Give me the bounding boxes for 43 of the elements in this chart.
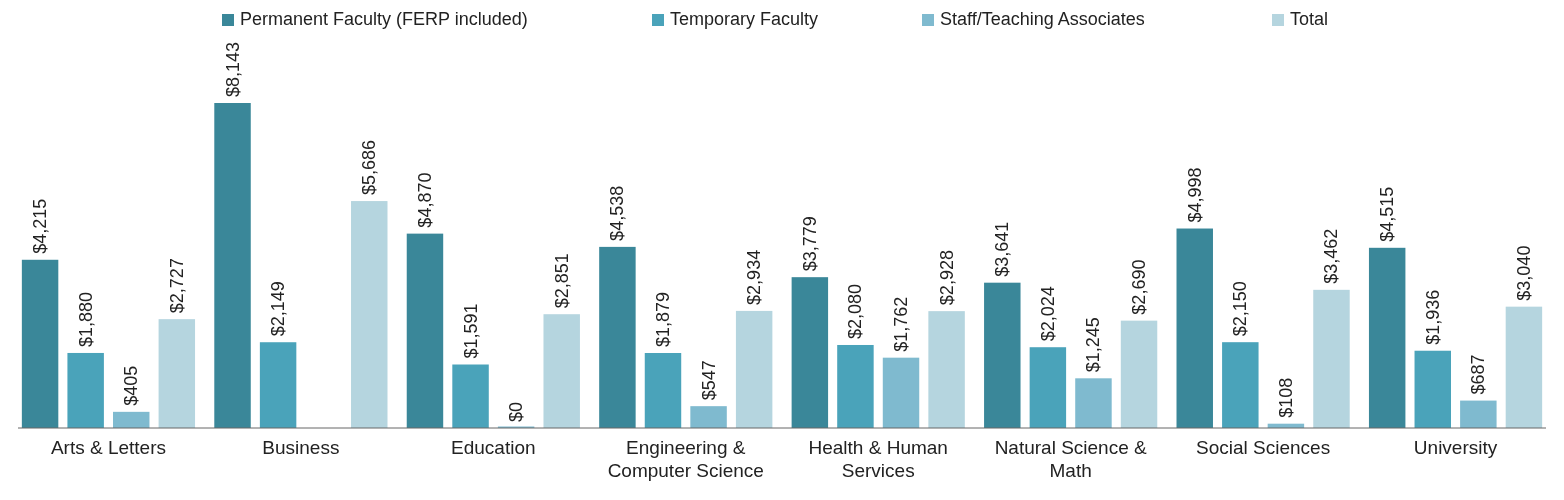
- legend-label: Temporary Faculty: [670, 9, 819, 29]
- data-label: $4,870: [414, 172, 435, 228]
- data-label: $2,024: [1037, 286, 1058, 342]
- legend-label: Staff/Teaching Associates: [940, 9, 1145, 29]
- data-label: $5,686: [359, 140, 380, 196]
- data-label: $1,880: [75, 291, 96, 347]
- data-label: $547: [698, 360, 719, 401]
- x-tick-label: Engineering & Computer Science: [607, 437, 764, 481]
- data-label: $0: [506, 401, 527, 422]
- data-label: $1,591: [460, 303, 481, 359]
- x-tick-label: Natural Science & Math: [994, 437, 1148, 481]
- data-label: $8,143: [222, 41, 243, 97]
- data-label: $2,690: [1129, 259, 1150, 315]
- data-label: $3,462: [1321, 228, 1342, 284]
- data-label: $405: [121, 365, 142, 406]
- x-tick-label: Arts & Letters: [50, 437, 166, 458]
- legend-label: Permanent Faculty (FERP included): [240, 9, 528, 29]
- data-label: $687: [1468, 354, 1489, 395]
- data-label: $4,538: [607, 185, 628, 241]
- data-label: $1,879: [652, 291, 673, 348]
- data-label: $3,779: [799, 216, 820, 272]
- x-tick-label: Health & Human Services: [808, 437, 948, 481]
- data-label: $3,641: [992, 221, 1013, 277]
- x-tick-label: Education: [451, 437, 536, 458]
- data-label: $108: [1275, 377, 1296, 418]
- data-label: $2,149: [268, 281, 289, 337]
- data-label: $4,515: [1377, 186, 1398, 242]
- data-label: $2,727: [166, 258, 187, 314]
- data-label: $1,245: [1083, 317, 1104, 373]
- data-label: $1,936: [1422, 289, 1443, 345]
- x-tick-label: University: [1413, 437, 1498, 458]
- data-label: $2,851: [551, 253, 572, 309]
- data-label: $2,934: [744, 249, 765, 305]
- data-label: $1,762: [891, 296, 912, 352]
- legend-label: Total: [1290, 9, 1329, 29]
- data-label: $2,928: [936, 250, 957, 306]
- x-tick-label: Social Sciences: [1196, 437, 1331, 458]
- data-label: $2,150: [1230, 281, 1251, 337]
- data-label: $4,998: [1184, 167, 1205, 223]
- data-label: $2,080: [845, 283, 866, 339]
- x-tick-label: Business: [262, 437, 340, 458]
- data-label: $4,215: [30, 198, 51, 254]
- data-label: $3,040: [1513, 245, 1534, 301]
